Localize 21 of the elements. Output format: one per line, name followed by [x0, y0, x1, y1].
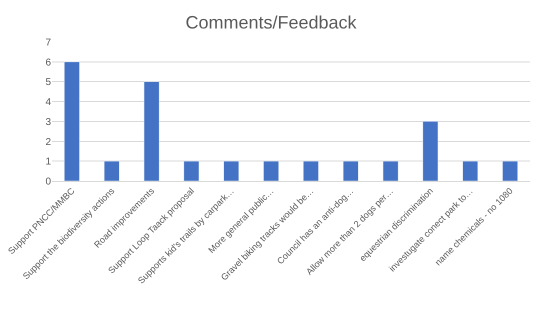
- y-tick-label: 0: [45, 176, 52, 188]
- bar: [104, 160, 120, 181]
- y-tick-label: 7: [45, 38, 52, 48]
- bar: [64, 62, 80, 181]
- bar: [382, 160, 398, 181]
- y-tick-label: 4: [45, 97, 52, 108]
- chart-title: Comments/Feedback: [185, 12, 358, 32]
- bar: [342, 160, 359, 181]
- bar: [223, 160, 240, 181]
- bar: [462, 160, 478, 181]
- bar: [263, 160, 279, 181]
- y-tick-label: 5: [45, 77, 52, 88]
- bar: [303, 160, 319, 181]
- y-tick-label: 3: [45, 116, 52, 128]
- bar: [502, 160, 518, 181]
- bar: [422, 121, 438, 181]
- y-tick-label: 1: [45, 156, 52, 168]
- bar: [184, 160, 200, 181]
- y-tick-label: 6: [45, 57, 52, 68]
- y-tick-label: 2: [45, 136, 52, 148]
- bar: [144, 81, 160, 181]
